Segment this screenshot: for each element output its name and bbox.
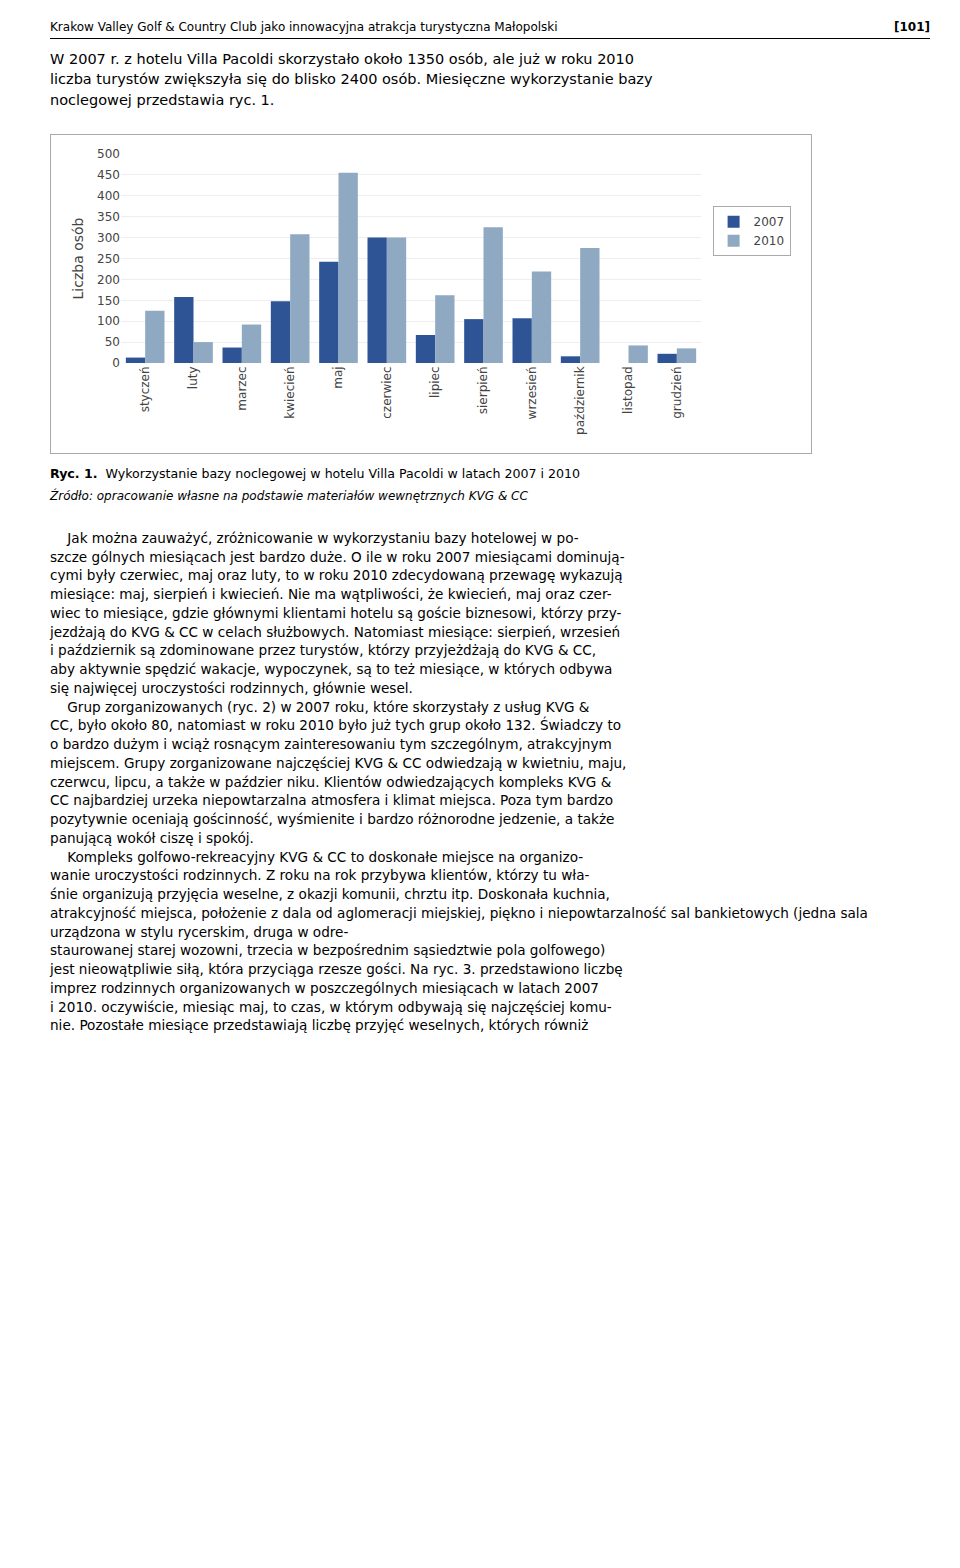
svg-text:250: 250: [97, 252, 120, 266]
svg-text:czerwiec: czerwiec: [380, 366, 394, 418]
svg-text:100: 100: [97, 314, 120, 328]
svg-text:2010: 2010: [754, 234, 785, 248]
svg-text:kwiecień: kwiecień: [283, 366, 297, 418]
svg-text:0: 0: [112, 356, 120, 370]
svg-text:listopad: listopad: [621, 366, 635, 414]
html-text:[101]: [101]: [894, 20, 930, 34]
svg-text:200: 200: [97, 272, 120, 286]
html-text:Jak można zauważyć, zróżnicowa: Jak można zauważyć, zróżnicowanie w wyko…: [50, 529, 873, 1034]
svg-text:wrzesień: wrzesień: [525, 366, 539, 419]
svg-text:50: 50: [105, 335, 120, 349]
svg-text:450: 450: [97, 168, 120, 182]
html-text:Źródło: opracowanie własne na: Źródło: opracowanie własne na podstawie …: [50, 488, 528, 503]
svg-text:350: 350: [97, 210, 120, 224]
html-text:W 2007 r. z hotelu Villa Pacol: W 2007 r. z hotelu Villa Pacoldi skorzys…: [50, 51, 653, 108]
html-text:Ryc. 1.: Ryc. 1.: [50, 465, 98, 481]
svg-text:maj: maj: [331, 366, 345, 388]
html-text:Wykorzystanie bazy noclegowej: Wykorzystanie bazy noclegowej w hotelu V…: [105, 465, 581, 481]
svg-text:październik: październik: [573, 366, 587, 435]
svg-text:grudzień: grudzień: [670, 366, 684, 418]
svg-text:marzec: marzec: [235, 366, 249, 410]
html-text:Krakow Valley Golf & Country C: Krakow Valley Golf & Country Club jako i…: [50, 20, 558, 34]
svg-text:Liczba osób: Liczba osób: [70, 217, 86, 299]
svg-text:styczeń: styczeń: [138, 366, 152, 412]
svg-text:500: 500: [97, 147, 120, 161]
svg-text:luty: luty: [186, 366, 200, 389]
svg-text:2007: 2007: [754, 215, 785, 229]
svg-text:sierpień: sierpień: [476, 366, 490, 414]
svg-text:150: 150: [97, 293, 120, 307]
svg-text:400: 400: [97, 189, 120, 203]
svg-text:300: 300: [97, 231, 120, 245]
svg-text:lipiec: lipiec: [428, 366, 442, 398]
